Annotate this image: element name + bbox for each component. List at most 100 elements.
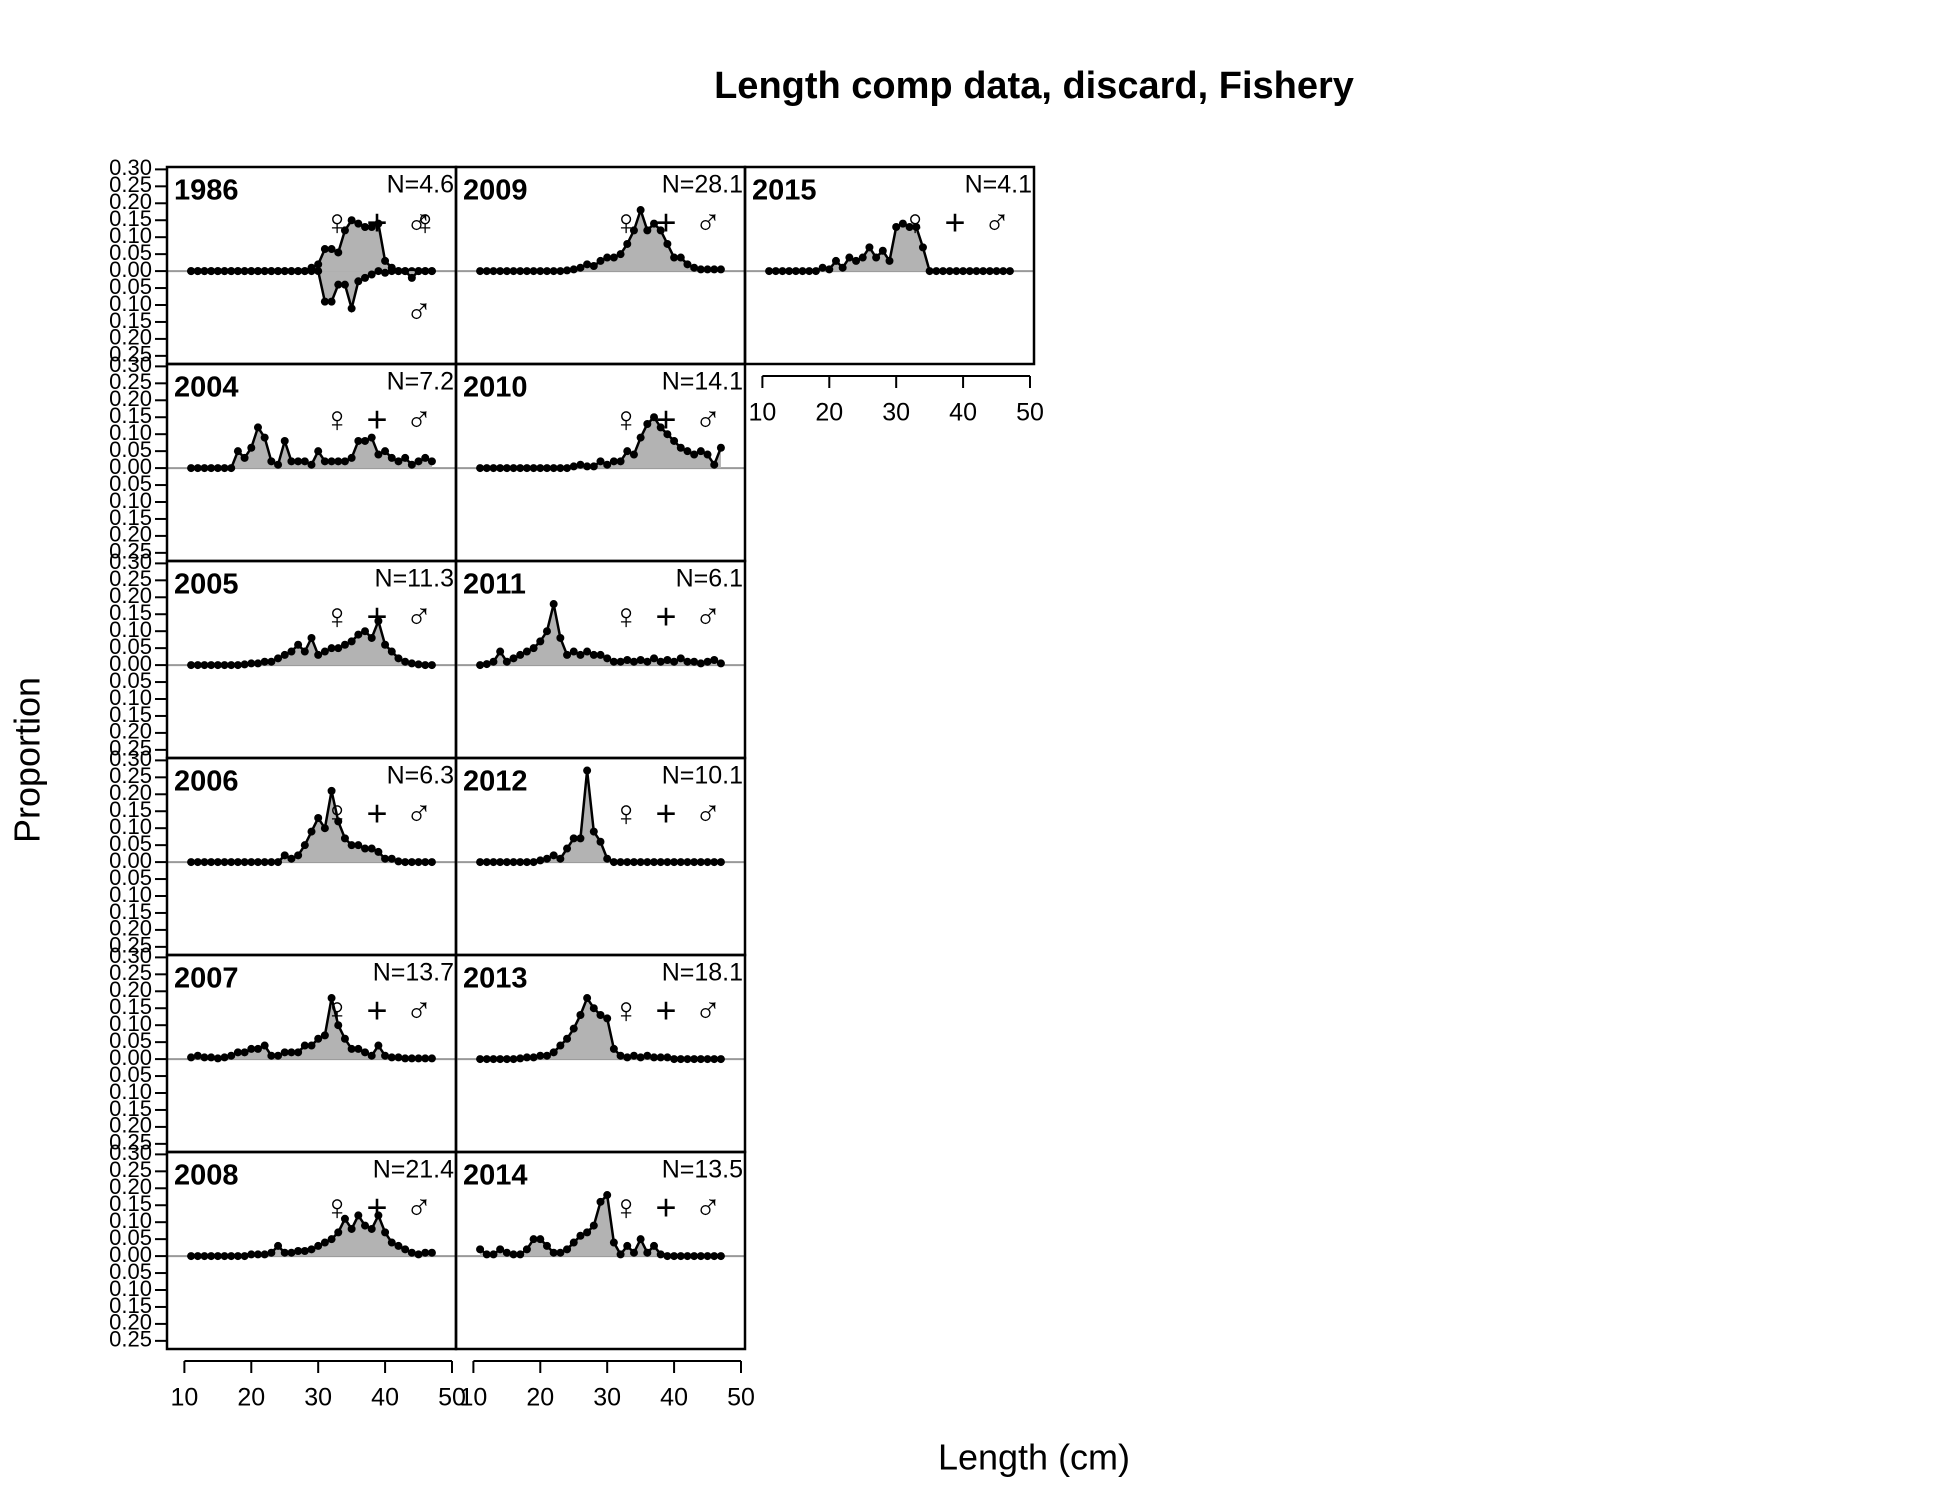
point (489, 657, 498, 666)
point (354, 841, 363, 850)
point (509, 464, 518, 473)
y-tick-label: 0.10 (109, 814, 152, 839)
sex-symbol: ♀ (613, 793, 640, 834)
point (516, 858, 525, 867)
point (354, 1044, 363, 1053)
point (227, 661, 236, 670)
point (589, 1221, 598, 1230)
panel-year: 2005 (174, 569, 239, 601)
x-tick-label: 10 (748, 399, 776, 427)
point (327, 786, 336, 795)
x-tick-label: 50 (727, 1384, 755, 1412)
point (381, 1228, 390, 1237)
panel-year: 2004 (174, 372, 239, 404)
point (542, 267, 551, 276)
sex-symbol: ♀ (324, 596, 351, 637)
y-tick-label: 0.15 (109, 403, 152, 428)
point (193, 464, 202, 473)
point (576, 650, 585, 659)
y-tick-label: 0.05 (109, 831, 152, 856)
point (314, 260, 323, 269)
point (294, 267, 303, 276)
point (616, 250, 625, 259)
y-tick-label: 0.05 (109, 471, 152, 496)
point (193, 1051, 202, 1060)
point (542, 1241, 551, 1250)
point (825, 265, 834, 274)
point (394, 267, 403, 276)
point (912, 223, 921, 232)
point (247, 267, 256, 276)
point (583, 1228, 592, 1237)
point (361, 1048, 370, 1057)
point (636, 1235, 645, 1244)
y-tick-label: 0.20 (109, 719, 152, 744)
point (549, 851, 558, 860)
point (629, 1051, 638, 1060)
point (569, 1024, 578, 1033)
point (529, 464, 538, 473)
point (878, 246, 887, 255)
point (609, 457, 618, 466)
point (542, 464, 551, 473)
point (623, 239, 632, 248)
panel-year: 2010 (463, 372, 528, 404)
point (427, 1248, 436, 1257)
panel-year: 2013 (463, 963, 528, 995)
point (421, 858, 430, 867)
sex-symbol: ♂ (695, 596, 722, 637)
x-tick-label: 20 (815, 399, 843, 427)
y-tick-label: 0.20 (109, 1113, 152, 1138)
point (583, 647, 592, 656)
sex-symbol: ♂ (406, 399, 433, 440)
point (502, 1055, 511, 1064)
point (609, 1238, 618, 1247)
panel-year: 2012 (463, 766, 528, 798)
sex-symbol: ♀ (324, 793, 351, 834)
point (476, 1055, 485, 1064)
point (703, 1252, 712, 1261)
n-label: N=13.5 (662, 1156, 743, 1184)
point (260, 1041, 269, 1050)
y-tick-label: 0.00 (109, 454, 152, 479)
point (589, 650, 598, 659)
point (703, 1055, 712, 1064)
y-tick-label: 0.30 (109, 1140, 152, 1165)
n-label: N=7.2 (387, 368, 454, 396)
point (522, 464, 531, 473)
point (522, 1245, 531, 1254)
point (831, 256, 840, 265)
point (314, 650, 323, 659)
point (421, 1054, 430, 1063)
y-tick-label: 0.15 (109, 308, 152, 333)
point (516, 1250, 525, 1259)
point (972, 267, 981, 276)
point (294, 1048, 303, 1057)
point (274, 1241, 283, 1250)
point (650, 654, 659, 663)
point (778, 267, 787, 276)
point (227, 858, 236, 867)
point (805, 267, 814, 276)
point (716, 443, 725, 452)
point (676, 1055, 685, 1064)
point (716, 265, 725, 274)
point (247, 1044, 256, 1053)
point (596, 457, 605, 466)
point (307, 460, 316, 469)
point (925, 267, 934, 276)
sex-symbol: ♀ (324, 1187, 351, 1228)
point (233, 1252, 242, 1261)
sex-symbol: + (366, 596, 387, 637)
female-symbol: ♀ (412, 202, 439, 243)
point (361, 627, 370, 636)
point (696, 447, 705, 456)
point (589, 462, 598, 471)
point (476, 464, 485, 473)
point (387, 453, 396, 462)
n-label: N=4.1 (965, 171, 1032, 199)
point (367, 1224, 376, 1233)
point (193, 1252, 202, 1261)
point (663, 1053, 672, 1062)
